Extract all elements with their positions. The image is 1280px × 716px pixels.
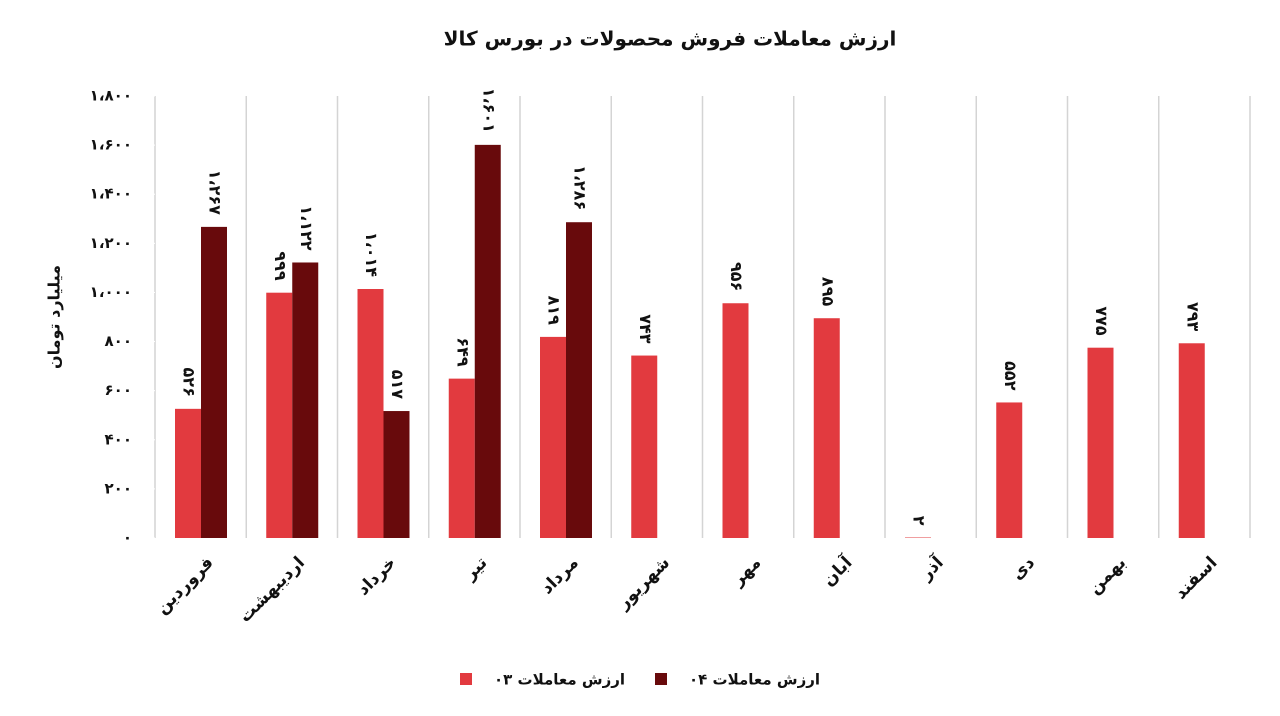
value-label: ۱،۶۰۱: [479, 88, 498, 133]
y-axis-label: میلیارد تومان: [45, 265, 64, 369]
value-label: ۹۹۹: [271, 251, 290, 281]
y-tick-label: ۱،۸۰۰: [90, 87, 132, 105]
bar: [540, 336, 566, 538]
bar: [448, 378, 475, 538]
bar: [1178, 343, 1205, 538]
value-label: ۵۱۷: [388, 370, 407, 400]
bar: [175, 408, 201, 538]
legend-label: ارزش معاملات ۰۳: [494, 671, 625, 689]
legend-swatch: [460, 673, 472, 685]
legend-swatch: [655, 673, 667, 685]
bar: [292, 262, 319, 538]
bar: [474, 144, 501, 539]
bar: [566, 222, 592, 538]
value-label: ۱،۱۲۲: [297, 205, 316, 250]
y-tick-label: ۲۰۰: [105, 479, 132, 497]
bar: [357, 289, 384, 538]
value-label: ۵۵۲: [1001, 361, 1020, 391]
bar: [813, 318, 840, 538]
bar: [996, 402, 1023, 538]
bar: [1087, 347, 1114, 538]
value-label: ۶۴۹: [453, 337, 472, 367]
value-label: ۷۷۵: [1092, 306, 1111, 336]
value-label: ۱،۲۸۶: [571, 165, 590, 210]
value-label: ۷۴۳: [636, 314, 655, 344]
value-label: ۱،۰۱۴: [362, 232, 381, 277]
value-label: ۵۲۶: [180, 368, 199, 397]
y-tick-label: ۱،۰۰۰: [90, 283, 132, 301]
value-label: ۸۹۵: [818, 277, 837, 307]
bar: [722, 303, 749, 538]
bar: [266, 292, 293, 538]
value-label: ۸۱۹: [545, 296, 564, 326]
y-tick-label: ۶۰۰: [105, 381, 132, 399]
y-tick-label: ۰: [123, 529, 132, 547]
legend-label: ارزش معاملات ۰۴: [689, 671, 820, 689]
value-label: ۷۹۳: [1183, 302, 1202, 332]
bar: [383, 411, 410, 538]
value-label: ۹۵۶: [727, 262, 746, 291]
value-label: ۲: [910, 516, 929, 526]
y-tick-label: ۱،۴۰۰: [90, 185, 132, 203]
y-tick-label: ۸۰۰: [105, 332, 132, 350]
y-tick-label: ۱،۲۰۰: [90, 234, 132, 252]
value-label: ۱،۲۶۷: [206, 170, 225, 215]
y-tick-label: ۴۰۰: [105, 430, 132, 448]
chart-title: ارزش معاملات فروش محصولات در بورس کالا: [444, 27, 897, 51]
bar: [631, 355, 658, 538]
bar: [201, 226, 227, 538]
y-tick-label: ۱،۶۰۰: [90, 136, 132, 154]
